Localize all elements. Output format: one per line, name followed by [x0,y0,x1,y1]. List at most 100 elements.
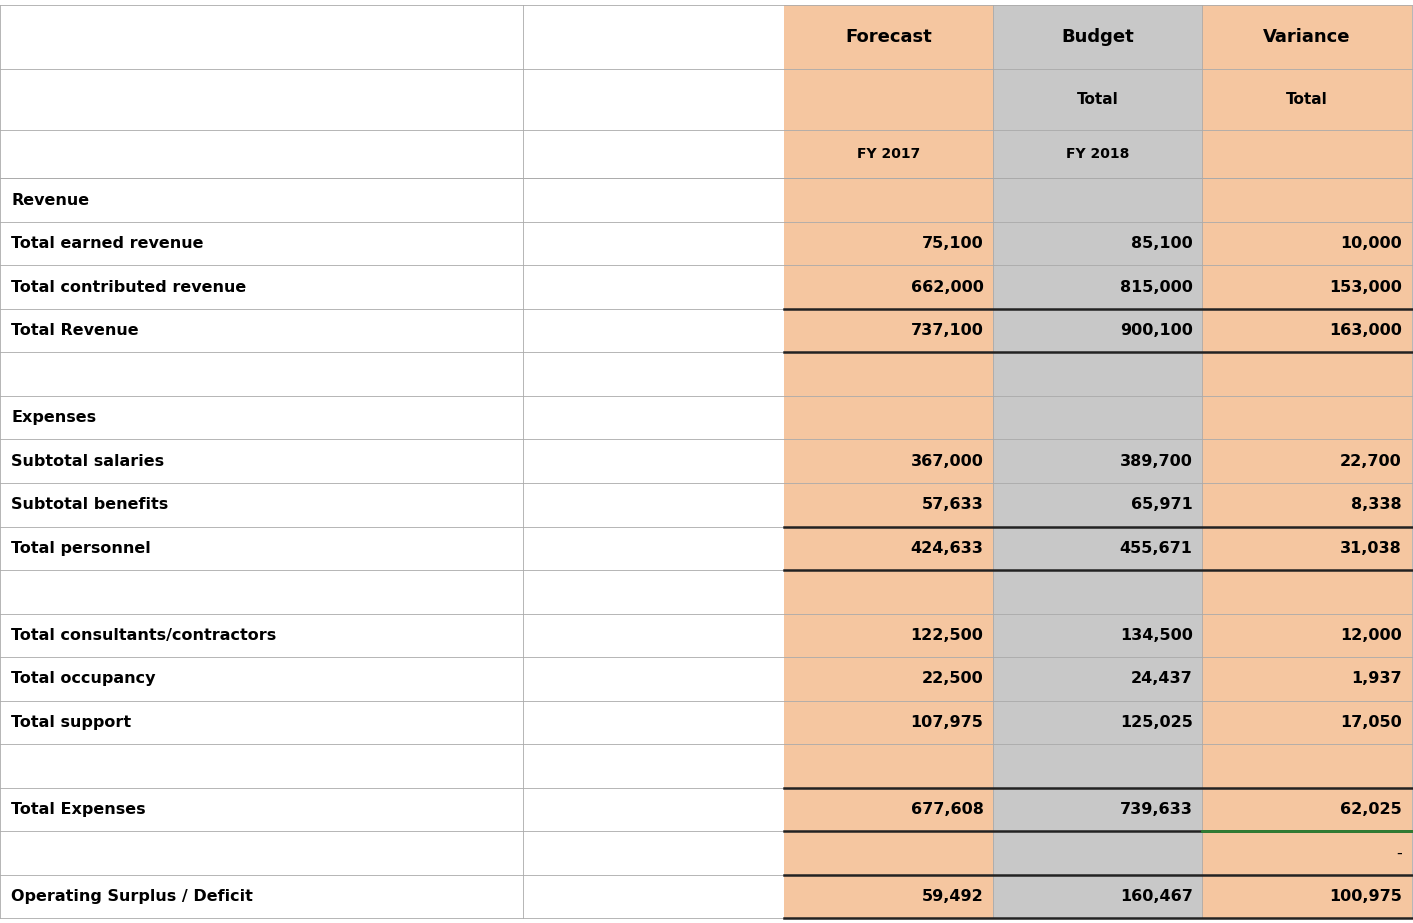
Text: 31,038: 31,038 [1340,541,1402,556]
Text: 125,025: 125,025 [1119,715,1193,730]
Bar [993,787,1202,832]
Bar [1202,614,1412,657]
Text: Total: Total [1077,91,1119,107]
Text: Variance: Variance [1263,28,1351,46]
Text: Forecast: Forecast [845,28,933,46]
Bar [784,353,993,396]
Bar [993,483,1202,526]
Bar [784,222,993,265]
Bar [993,439,1202,483]
Text: Total occupancy: Total occupancy [11,671,155,687]
Text: Total Revenue: Total Revenue [11,323,138,338]
Text: 160,467: 160,467 [1119,889,1193,905]
Bar [993,657,1202,701]
Text: 367,000: 367,000 [910,454,983,469]
Bar [1202,309,1412,353]
Bar [784,265,993,309]
Text: 677,608: 677,608 [910,802,983,817]
Bar [784,570,993,614]
Text: 107,975: 107,975 [910,715,983,730]
Text: 122,500: 122,500 [910,628,983,643]
Bar [1202,439,1412,483]
Text: FY 2017: FY 2017 [858,147,920,161]
Bar [1202,744,1412,787]
Bar [993,5,1202,178]
Bar [784,787,993,832]
Text: 455,671: 455,671 [1119,541,1193,556]
Bar [993,526,1202,570]
Text: 24,437: 24,437 [1130,671,1193,687]
Bar [784,832,993,875]
Text: Total contributed revenue: Total contributed revenue [11,280,246,294]
Text: 424,633: 424,633 [910,541,983,556]
Text: Revenue: Revenue [11,193,89,208]
Bar [993,832,1202,875]
Bar [1202,875,1412,918]
Bar [993,309,1202,353]
Bar [1202,526,1412,570]
Bar [1202,353,1412,396]
Text: FY 2018: FY 2018 [1067,147,1129,161]
Text: Total personnel: Total personnel [11,541,151,556]
Text: 662,000: 662,000 [910,280,983,294]
Text: Total earned revenue: Total earned revenue [11,236,203,251]
Bar [1202,787,1412,832]
Text: 134,500: 134,500 [1119,628,1193,643]
Bar [1202,701,1412,744]
Text: Total: Total [1286,91,1328,107]
Text: 59,492: 59,492 [921,889,983,905]
Bar [784,614,993,657]
Bar [993,744,1202,787]
Bar [1202,178,1412,222]
Bar [993,353,1202,396]
Text: 389,700: 389,700 [1119,454,1193,469]
Text: 1,937: 1,937 [1351,671,1402,687]
Bar [784,439,993,483]
Text: 10,000: 10,000 [1340,236,1402,251]
Bar [993,265,1202,309]
Bar [993,178,1202,222]
Bar [784,657,993,701]
Text: 22,700: 22,700 [1340,454,1402,469]
Text: Budget: Budget [1061,28,1135,46]
Bar [784,744,993,787]
Text: 815,000: 815,000 [1119,280,1193,294]
Bar [993,396,1202,439]
Bar [784,483,993,526]
Bar [1202,832,1412,875]
Bar [784,5,993,178]
Text: Subtotal benefits: Subtotal benefits [11,497,168,512]
Text: 163,000: 163,000 [1328,323,1402,338]
Bar [784,526,993,570]
Bar [993,701,1202,744]
Bar [1202,570,1412,614]
Bar [1202,396,1412,439]
Bar [993,570,1202,614]
Bar [784,701,993,744]
Bar [993,614,1202,657]
Text: 739,633: 739,633 [1119,802,1193,817]
Bar [784,309,993,353]
Text: -: - [1396,845,1402,860]
Bar [784,178,993,222]
Text: Subtotal salaries: Subtotal salaries [11,454,164,469]
Text: 737,100: 737,100 [910,323,983,338]
Bar [993,222,1202,265]
Bar [784,396,993,439]
Text: 57,633: 57,633 [921,497,983,512]
Text: Total consultants/contractors: Total consultants/contractors [11,628,277,643]
Text: 153,000: 153,000 [1328,280,1402,294]
Bar [1202,5,1412,178]
Bar [1202,657,1412,701]
Bar [993,875,1202,918]
Text: 8,338: 8,338 [1351,497,1402,512]
Text: Total Expenses: Total Expenses [11,802,146,817]
Text: 75,100: 75,100 [921,236,983,251]
Bar [1202,483,1412,526]
Text: 85,100: 85,100 [1130,236,1193,251]
Text: 12,000: 12,000 [1340,628,1402,643]
Text: Expenses: Expenses [11,410,96,426]
Text: 17,050: 17,050 [1340,715,1402,730]
Bar [784,875,993,918]
Text: 65,971: 65,971 [1130,497,1193,512]
